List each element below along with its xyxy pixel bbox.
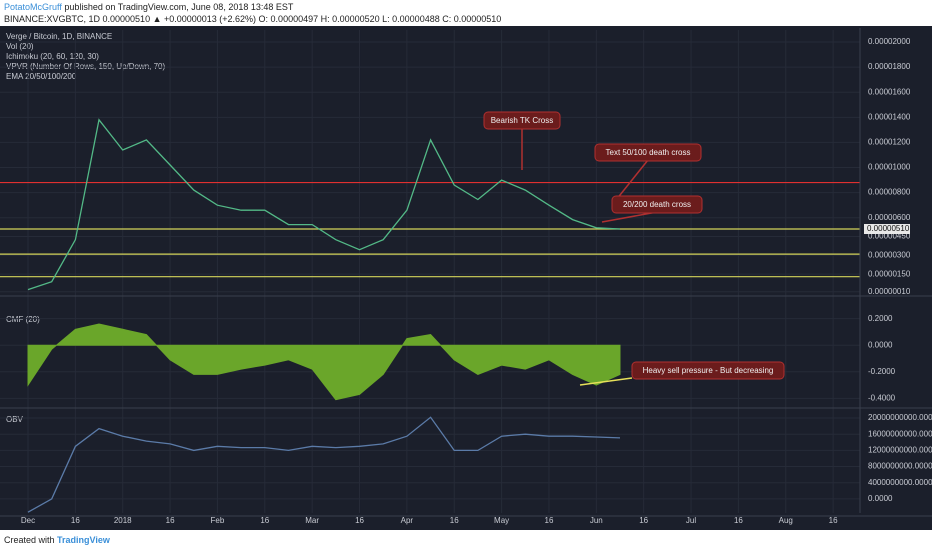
line-series bbox=[27, 416, 621, 513]
y-tick-label: 4000000000.0000 bbox=[868, 478, 932, 487]
x-tick-label: 16 bbox=[734, 516, 743, 525]
x-tick-label: Feb bbox=[211, 516, 225, 525]
annotation-text: 20/200 death cross bbox=[623, 200, 691, 209]
study-label: Vol (20) bbox=[6, 42, 34, 51]
x-tick-label: Apr bbox=[401, 516, 414, 525]
x-tick-label: 16 bbox=[355, 516, 364, 525]
y-tick-label: 0.00001600 bbox=[868, 87, 911, 96]
annotation-arrow bbox=[579, 377, 633, 386]
x-tick-label: 2018 bbox=[114, 516, 132, 525]
y-tick-label: 0.0000 bbox=[868, 340, 893, 349]
x-tick-label: 16 bbox=[166, 516, 175, 525]
pane-title: OBV bbox=[6, 415, 24, 424]
pane-title: CMF (20) bbox=[6, 315, 40, 324]
y-tick-label: 0.00000450 bbox=[868, 232, 911, 241]
published: published on TradingView.com, June 08, 2… bbox=[64, 2, 294, 12]
study-label: Ichimoku (20, 60, 120, 30) bbox=[6, 52, 99, 61]
x-tick-label: 16 bbox=[545, 516, 554, 525]
x-tick-label: 16 bbox=[829, 516, 838, 525]
x-tick-label: May bbox=[494, 516, 509, 525]
study-label: Verge / Bitcoin, 1D, BINANCE bbox=[6, 32, 112, 41]
symbol-line: BINANCE:XVGBTC, 1D 0.00000510 ▲ +0.00000… bbox=[4, 14, 502, 24]
annotation-text: Bearish TK Cross bbox=[491, 116, 554, 125]
annotation-box bbox=[631, 361, 785, 380]
y-tick-label: 0.00001000 bbox=[868, 163, 911, 172]
last-price-box bbox=[864, 224, 910, 235]
y-tick-label: 0.2000 bbox=[868, 314, 893, 323]
y-tick-label: 20000000000.0000 bbox=[868, 413, 932, 422]
line-series bbox=[27, 118, 621, 291]
publish-line: PotatoMcGruff published on TradingView.c… bbox=[4, 2, 293, 12]
x-tick-label: Dec bbox=[21, 516, 35, 525]
x-tick-label: Jun bbox=[590, 516, 603, 525]
y-tick-label: 0.00000800 bbox=[868, 188, 911, 197]
study-label: EMA 20/50/100/200 bbox=[6, 72, 77, 81]
y-tick-label: 0.00001200 bbox=[868, 138, 911, 147]
x-tick-label: Jul bbox=[686, 516, 696, 525]
y-tick-label: 0.00000600 bbox=[868, 213, 911, 222]
last-price-label: 0.00000510 bbox=[867, 224, 910, 233]
footer-created: Created with bbox=[4, 535, 55, 545]
y-tick-label: 0.00002000 bbox=[868, 37, 911, 46]
y-tick-label: 8000000000.0000 bbox=[868, 462, 932, 471]
x-tick-label: 16 bbox=[450, 516, 459, 525]
chart: Verge / Bitcoin, 1D, BINANCE Vol (20) Ic… bbox=[0, 26, 932, 530]
footer: Created with TradingView bbox=[4, 535, 110, 545]
y-tick-label: -0.4000 bbox=[868, 393, 896, 402]
y-tick-label: 12000000000.0000 bbox=[868, 445, 932, 454]
y-tick-label: 0.00000010 bbox=[868, 287, 911, 296]
x-tick-label: 16 bbox=[260, 516, 269, 525]
y-tick-label: 0.00001400 bbox=[868, 112, 911, 121]
y-tick-label: 16000000000.0000 bbox=[868, 429, 932, 438]
annotation-arrow bbox=[601, 211, 658, 223]
annotation-text: Text 50/100 death cross bbox=[606, 148, 691, 157]
study-label: VPVR (Number Of Rows, 150, Up/Down, 70) bbox=[6, 62, 166, 71]
y-tick-label: 0.00000300 bbox=[868, 250, 911, 259]
publisher[interactable]: PotatoMcGruff bbox=[4, 2, 62, 12]
annotation-box bbox=[611, 195, 703, 214]
background bbox=[0, 26, 932, 530]
footer-brand[interactable]: TradingView bbox=[57, 535, 110, 545]
y-tick-label: 0.00000150 bbox=[868, 269, 911, 278]
y-tick-label: 0.00001800 bbox=[868, 62, 911, 71]
annotation-box bbox=[594, 143, 702, 162]
y-tick-label: 0.0000 bbox=[868, 494, 893, 503]
area-series bbox=[27, 323, 621, 401]
y-tick-label: -0.2000 bbox=[868, 367, 896, 376]
x-tick-label: Aug bbox=[779, 516, 793, 525]
x-tick-label: 16 bbox=[71, 516, 80, 525]
annotation-text: Heavy sell pressure - But decreasing bbox=[643, 366, 774, 375]
x-tick-label: 16 bbox=[639, 516, 648, 525]
x-tick-label: Mar bbox=[305, 516, 319, 525]
annotation-box bbox=[483, 111, 561, 130]
